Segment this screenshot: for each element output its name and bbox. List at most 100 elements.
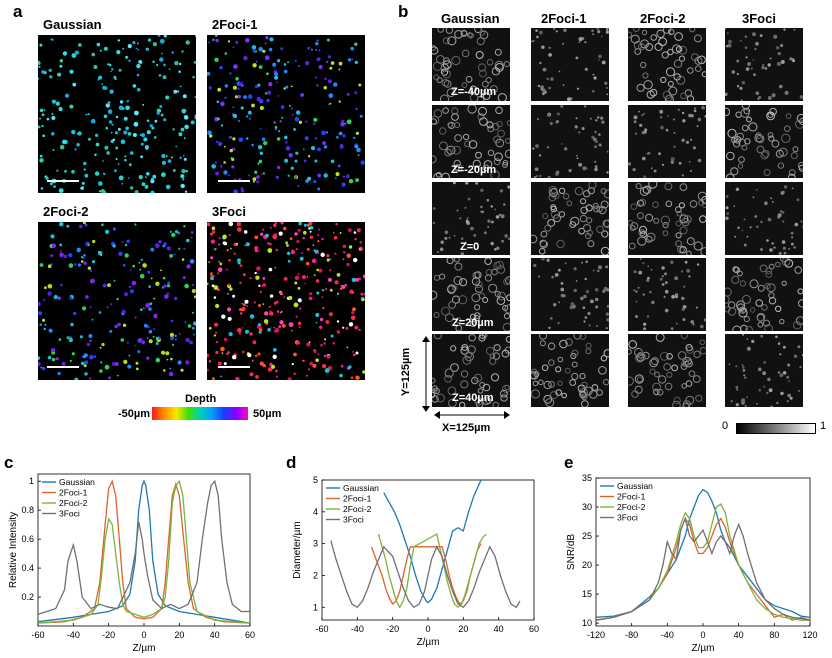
cell-dot	[248, 117, 252, 120]
cell-dot	[351, 277, 357, 283]
cell-dot	[348, 179, 354, 184]
grayscale-image-tile	[628, 105, 706, 178]
cell-dot	[344, 122, 347, 125]
cell-dot	[278, 130, 281, 133]
cell-dot	[163, 284, 167, 288]
cell-dot	[736, 388, 739, 391]
cell-dot	[181, 108, 187, 114]
cell-dot	[268, 305, 271, 308]
cell-dot	[750, 67, 753, 70]
cell-dot	[163, 63, 166, 67]
cell-dot	[454, 163, 463, 172]
cell-dot	[673, 73, 681, 81]
cell-dot	[241, 302, 243, 305]
cell-dot	[699, 339, 706, 346]
grayscale-image-tile	[628, 334, 706, 407]
cell-dot	[125, 55, 129, 59]
cell-dot	[259, 106, 264, 110]
cell-dot	[436, 77, 443, 84]
cell-dot	[444, 236, 448, 240]
cell-dot	[731, 70, 735, 74]
cell-dot	[480, 210, 483, 213]
cell-dot	[92, 260, 96, 264]
cell-dot	[628, 219, 634, 227]
cell-dot	[432, 290, 438, 300]
cell-dot	[232, 294, 236, 298]
cell-dot	[642, 351, 650, 360]
cell-dot	[456, 209, 459, 212]
cell-dot	[763, 319, 770, 327]
cell-dot	[275, 375, 279, 378]
cell-dot	[49, 75, 53, 79]
legend-label: 2Foci-1	[343, 494, 372, 504]
cell-dot	[301, 252, 303, 254]
cell-dot	[122, 263, 126, 267]
cell-dot	[144, 176, 147, 179]
cell-dot	[353, 231, 357, 234]
cell-dot	[297, 228, 301, 232]
cell-dot	[277, 95, 280, 97]
cell-dot	[438, 141, 448, 151]
cell-dot	[227, 307, 232, 312]
cell-dot	[679, 183, 688, 191]
cell-dot	[701, 71, 706, 78]
cell-dot	[677, 108, 680, 111]
cell-dot	[211, 164, 216, 169]
cell-dot	[216, 140, 219, 143]
cell-dot	[264, 42, 267, 45]
cell-dot	[725, 287, 732, 297]
cell-dot	[781, 280, 787, 286]
cell-dot	[637, 286, 640, 289]
cell-dot	[69, 296, 73, 300]
cell-dot	[494, 247, 497, 251]
cell-dot	[598, 54, 602, 59]
cell-dot	[787, 393, 791, 398]
cell-dot	[264, 311, 269, 316]
cell-dot	[185, 169, 188, 173]
cell-dot	[533, 263, 537, 268]
cell-dot	[284, 158, 289, 163]
cell-dot	[755, 189, 758, 191]
cell-dot	[147, 325, 150, 329]
cell-dot	[57, 72, 62, 77]
cell-dot	[262, 49, 266, 53]
cell-dot	[288, 153, 293, 158]
cell-dot	[97, 78, 100, 81]
cell-dot	[345, 327, 349, 330]
cell-dot	[725, 173, 735, 178]
cell-dot	[536, 35, 539, 39]
cell-dot	[210, 274, 213, 278]
cell-dot	[660, 116, 663, 119]
cell-dot	[286, 251, 291, 256]
cell-dot	[355, 278, 359, 282]
cell-dot	[329, 66, 333, 70]
cell-dot	[161, 52, 163, 55]
cell-dot	[584, 277, 587, 281]
cell-dot	[558, 70, 561, 73]
cell-dot	[544, 224, 552, 232]
cell-dot	[755, 299, 764, 307]
cell-dot	[360, 292, 364, 296]
cell-dot	[433, 109, 443, 118]
cell-dot	[107, 102, 109, 105]
cell-dot	[645, 43, 654, 51]
cell-dot	[316, 57, 321, 62]
cell-dot	[43, 298, 46, 301]
cell-dot	[342, 175, 345, 178]
cell-dot	[775, 46, 780, 50]
z-label-minus20: Z=-20µm	[451, 164, 497, 176]
x-tick-label: -40	[67, 630, 80, 640]
cell-dot	[740, 99, 743, 101]
cell-dot	[104, 145, 109, 150]
cell-dot	[695, 394, 703, 402]
cell-dot	[83, 257, 85, 260]
cell-dot	[634, 374, 644, 384]
cell-dot	[111, 362, 116, 366]
cell-dot	[332, 341, 336, 345]
cell-dot	[229, 135, 232, 139]
cell-dot	[598, 265, 602, 270]
cell-dot	[432, 391, 436, 399]
cell-dot	[183, 225, 186, 228]
cell-dot	[229, 247, 232, 250]
